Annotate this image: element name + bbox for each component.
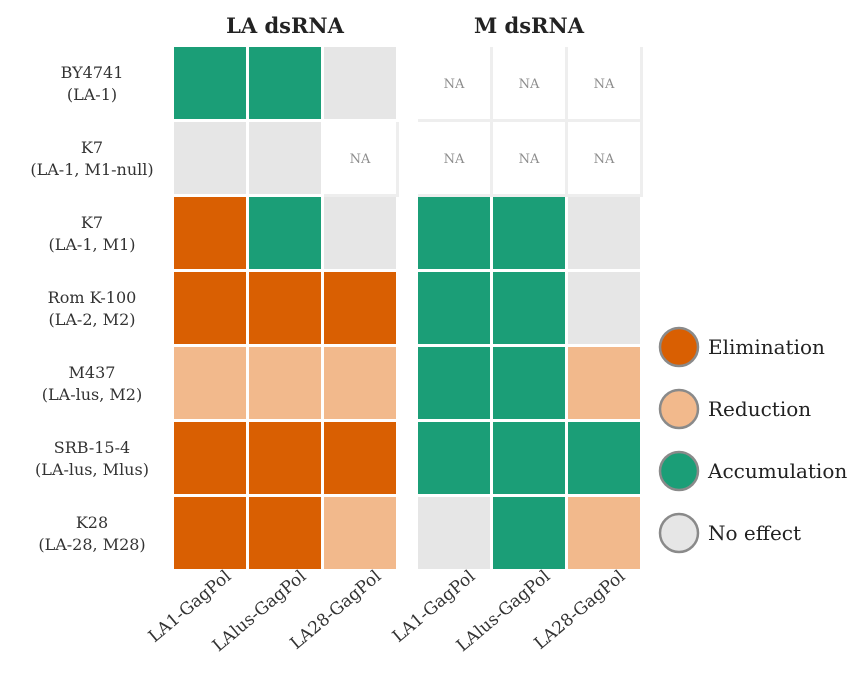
heatmap-cell [174,122,246,194]
row-label-strain: SRB-15-4 [54,438,130,457]
heatmap-cell [418,47,490,119]
heatmap-cell [418,197,490,269]
heatmap-cell [174,497,246,569]
row-label-strain: M437 [69,363,116,382]
panel-titles: LA dsRNA M dsRNA [226,13,585,38]
panel-title: LA dsRNA [226,13,345,38]
legend-label: Accumulation [707,459,847,483]
row-label-viruses: (LA-2, M2) [49,310,136,329]
row-label-viruses: (LA-1, M1) [49,235,136,254]
heatmap-cell [493,122,565,194]
grid-line [490,47,493,119]
heatmap-cell [493,422,565,494]
grid-line [568,194,643,197]
heatmap-cell [324,122,396,194]
heatmap-cell [568,122,640,194]
grid-line [640,47,643,119]
grid-line [418,119,493,122]
legend-label: Reduction [708,397,811,421]
heatmap-cell [324,197,396,269]
heatmap-cell [174,272,246,344]
grid-line [565,47,568,119]
heatmap-cell [493,197,565,269]
heatmap-cell [324,47,396,119]
heatmap-cell [249,497,321,569]
heatmap-cell [249,422,321,494]
heatmap-cell [493,47,565,119]
heatmap-cell [174,347,246,419]
heatmap-cell [568,422,640,494]
row-label-strain: K7 [81,213,103,232]
row-label-strain: K7 [81,138,103,157]
legend: Elimination Reduction Accumulation No effec… [658,326,847,554]
heatmap-cell [324,347,396,419]
heatmap-cells: NA NA NA NA NA NA NA [174,47,643,569]
legend-swatch [658,326,700,368]
row-label-strain: K28 [76,513,108,532]
heatmap-cell [493,497,565,569]
legend-label: No effect [708,521,801,545]
na-label: NA [519,152,540,167]
na-label: NA [444,77,465,92]
grid-line [324,194,399,197]
grid-line [568,119,643,122]
heatmap-cell [568,47,640,119]
legend-swatch [658,450,700,492]
heatmap-cell [418,347,490,419]
heatmap-cell [418,122,490,194]
na-label: NA [519,77,540,92]
na-label: NA [444,152,465,167]
heatmap-cell [418,497,490,569]
heatmap-cell [249,272,321,344]
row-labels: BY4741 (LA-1) K7 (LA-1, M1-null) K7 (LA-1, M1… [30,63,153,554]
heatmap-cell [174,422,246,494]
heatmap-cell [568,497,640,569]
row-label-viruses: (LA-lus, Mlus) [35,460,149,479]
na-label: NA [594,152,615,167]
row-label-strain: Rom K-100 [48,288,137,307]
heatmap-cell [493,347,565,419]
heatmap-cell [568,272,640,344]
heatmap-cell [324,272,396,344]
panel-title: M dsRNA [474,13,585,38]
heatmap-cell [493,272,565,344]
heatmap-cell [568,347,640,419]
grid-line [565,122,568,194]
row-label-strain: BY4741 [61,63,124,82]
grid-line [490,122,493,194]
grid-line [493,119,568,122]
heatmap-cell [418,422,490,494]
heatmap-cell [249,122,321,194]
heatmap-cell [418,272,490,344]
na-label: NA [594,77,615,92]
heatmap-cell [249,197,321,269]
legend-label: Elimination [708,335,825,359]
row-label-viruses: (LA-1) [67,85,117,104]
heatmap-cell [324,422,396,494]
row-label-viruses: (LA-lus, M2) [42,385,142,404]
heatmap-cell [249,47,321,119]
heatmap-cell [568,197,640,269]
heatmap-cell [249,347,321,419]
grid-line [493,194,568,197]
row-label-viruses: (LA-1, M1-null) [30,160,153,179]
na-label: NA [350,152,371,167]
legend-swatch [658,512,700,554]
grid-line [396,122,399,194]
heatmap-cell [174,47,246,119]
legend-swatch [658,388,700,430]
grid-line [640,122,643,194]
heatmap-cell [324,497,396,569]
heatmap-cell [174,197,246,269]
grid-line [418,194,493,197]
row-label-viruses: (LA-28, M28) [38,535,145,554]
